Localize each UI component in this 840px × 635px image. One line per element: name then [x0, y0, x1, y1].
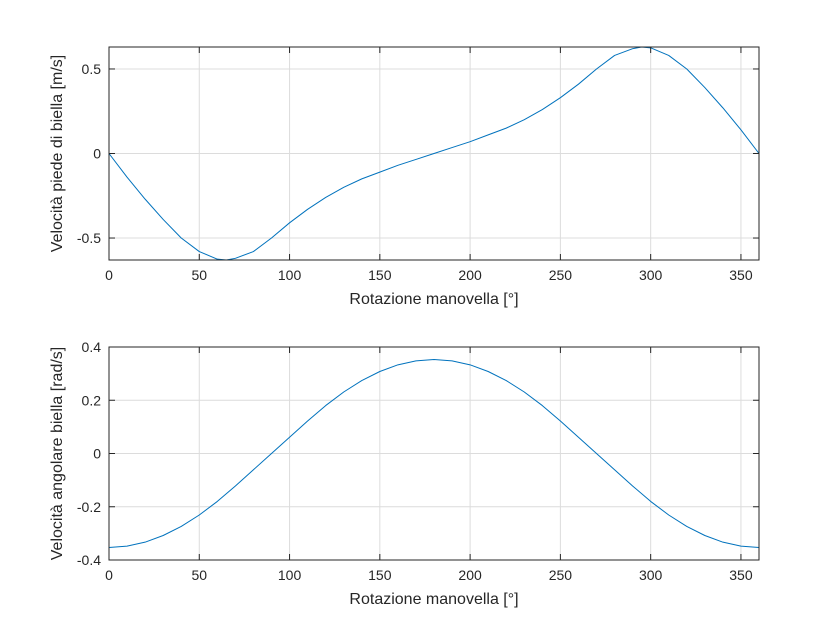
x-axis-label: Rotazione manovella [°] — [349, 591, 518, 608]
x-tick-label: 150 — [368, 267, 392, 283]
y-axis-label: Velocità piede di biella [m/s] — [49, 55, 66, 252]
x-tick-label: 300 — [639, 567, 663, 583]
y-tick-label: -0.4 — [77, 552, 101, 568]
x-tick-label: 300 — [639, 267, 663, 283]
y-tick-label: -0.2 — [77, 499, 101, 515]
axes-velocity-angolare: 0 50 100 150 200 250 300 350 -0.4 -0.2 0 0.2 0.4 Rota… — [49, 339, 760, 608]
y-tick-label: 0 — [93, 446, 101, 462]
x-tick-label: 350 — [729, 567, 753, 583]
series-line-0 — [108, 359, 760, 548]
x-axis-label: Rotazione manovella [°] — [349, 291, 518, 308]
x-tick-label: 150 — [368, 567, 392, 583]
x-tick-label: 0 — [105, 567, 113, 583]
x-tick-label: 0 — [105, 267, 113, 283]
x-tick-label: 250 — [549, 567, 573, 583]
y-tick-label: -0.5 — [77, 230, 101, 246]
x-tick-label: 100 — [278, 267, 302, 283]
x-tick-label: 100 — [278, 567, 302, 583]
y-tick-label: 0 — [93, 146, 101, 162]
y-axis-label: Velocità angolare biella [rad/s] — [49, 347, 66, 560]
axes-velocity-piede: 0 50 100 150 200 250 300 350 -0.5 0 0.5 Rotazione m… — [49, 46, 760, 308]
x-tick-label: 250 — [549, 267, 573, 283]
y-tick-label: 0.2 — [82, 392, 102, 408]
y-tick-label: 0.5 — [82, 61, 102, 77]
y-tick-label: 0.4 — [82, 339, 102, 355]
x-tick-label: 200 — [458, 267, 482, 283]
x-tick-label: 50 — [191, 567, 207, 583]
x-tick-label: 200 — [458, 567, 482, 583]
x-tick-label: 350 — [729, 267, 753, 283]
series-line-0 — [108, 46, 760, 261]
x-tick-label: 50 — [191, 267, 207, 283]
